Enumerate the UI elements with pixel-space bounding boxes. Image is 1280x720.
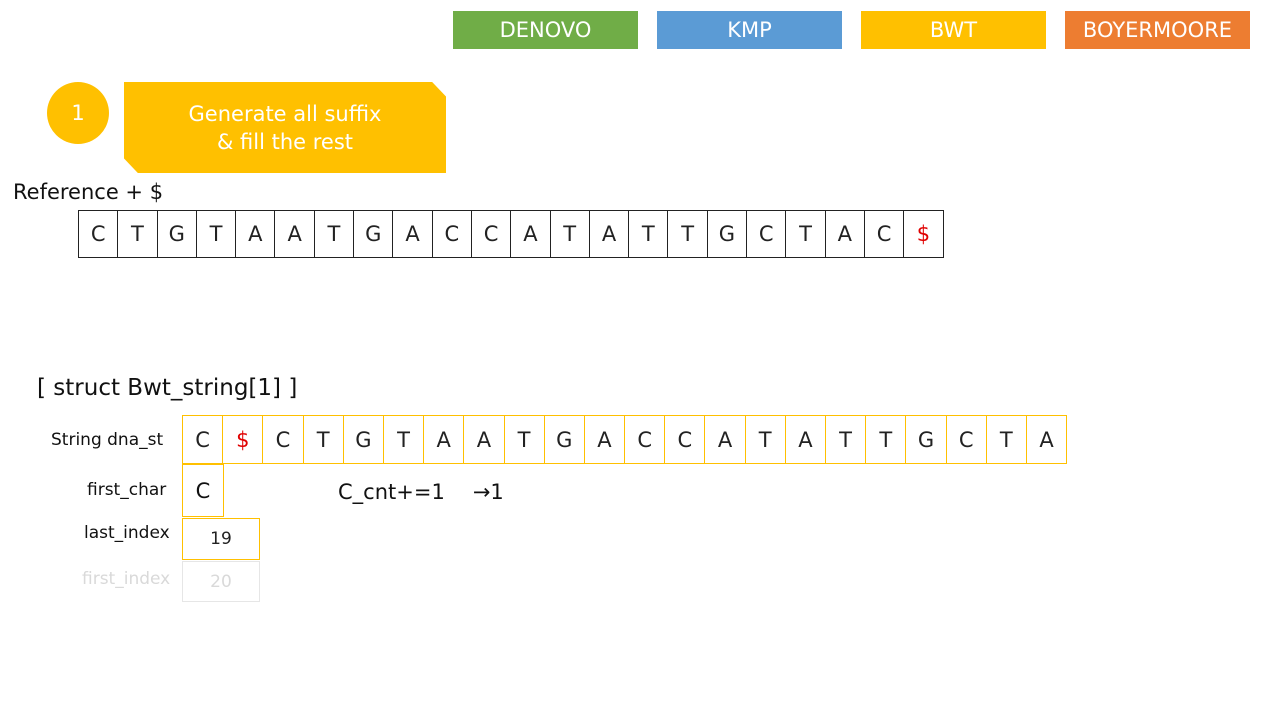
reference-cell: C [431, 210, 472, 258]
last-index-value: 19 [182, 518, 260, 560]
step-line-1: Generate all suffix [188, 101, 382, 126]
first-char-value: C [182, 464, 224, 517]
reference-cell: A [392, 210, 433, 258]
reference-cell: C [78, 210, 119, 258]
dna-cell: G [543, 415, 585, 464]
reference-cell: A [824, 210, 865, 258]
dna-cell: A [1025, 415, 1068, 464]
step-line-2: & fill the rest [216, 129, 354, 154]
step-number-badge: 1 [47, 82, 109, 144]
reference-cell: A [510, 210, 551, 258]
reference-cell: G [353, 210, 394, 258]
reference-cell: T [117, 210, 158, 258]
dna-cell: T [382, 415, 425, 464]
dna-cell: C [262, 415, 304, 464]
dna-cell: $ [222, 415, 264, 464]
tab-bwt[interactable]: BWT [861, 11, 1046, 49]
reference-cell: T [628, 210, 669, 258]
dna-cell: C [945, 415, 987, 464]
first-index-label: first_index [82, 569, 171, 589]
counter-result: 1 [490, 480, 504, 504]
dna-cell: T [302, 415, 344, 464]
dna-cell: A [784, 415, 826, 464]
reference-cell: T [549, 210, 590, 258]
reference-label: Reference + $ [13, 180, 164, 204]
reference-cell: C [746, 210, 787, 258]
reference-cell: C [470, 210, 512, 258]
reference-cell: G [156, 210, 197, 258]
reference-cell: A [588, 210, 630, 258]
dna-string-label: String dna_st [51, 430, 164, 450]
step-number: 1 [71, 101, 85, 125]
reference-cell: T [313, 210, 355, 258]
dna-string-sequence: C $ C T G T A A T G A C C A T A T T G C T A [182, 415, 1068, 464]
dna-cell: T [985, 415, 1027, 464]
reference-cell: T [667, 210, 708, 258]
dna-cell: C [664, 415, 706, 464]
dna-cell: A [423, 415, 465, 464]
reference-cell: T [195, 210, 237, 258]
dna-cell: G [905, 415, 947, 464]
dna-cell: G [342, 415, 384, 464]
dna-cell: C [182, 415, 224, 464]
first-index-value: 20 [182, 561, 260, 602]
reference-cell: $ [903, 210, 944, 258]
tab-boyermoore[interactable]: BOYERMOORE [1065, 11, 1250, 49]
dna-cell: T [503, 415, 545, 464]
algorithm-tabs: DENOVO KMP BWT BOYERMOORE [453, 11, 1250, 49]
tab-denovo[interactable]: DENOVO [453, 11, 638, 49]
dna-cell: T [825, 415, 867, 464]
dna-cell: A [704, 415, 746, 464]
first-char-label: first_char [87, 480, 167, 500]
counter-text: C_cnt+=1 [338, 480, 445, 504]
reference-cell: A [274, 210, 315, 258]
dna-cell: T [865, 415, 907, 464]
reference-sequence: C T G T A A T G A C C A T A T T G C T A C $ [78, 210, 944, 258]
dna-cell: A [463, 415, 505, 464]
dna-cell: T [744, 415, 786, 464]
arrow-icon: → [472, 480, 491, 504]
tab-kmp[interactable]: KMP [657, 11, 842, 49]
last-index-label: last_index [84, 523, 170, 543]
reference-cell: G [706, 210, 748, 258]
struct-title: [ struct Bwt_string[1] ] [37, 375, 298, 401]
dna-cell: C [624, 415, 666, 464]
reference-cell: A [235, 210, 276, 258]
reference-cell: T [785, 210, 826, 258]
reference-cell: C [863, 210, 905, 258]
counter-expression: C_cnt+=1 →1 [338, 480, 504, 504]
step-description-box: Generate all suffix & fill the rest [124, 82, 446, 173]
dna-cell: A [583, 415, 626, 464]
